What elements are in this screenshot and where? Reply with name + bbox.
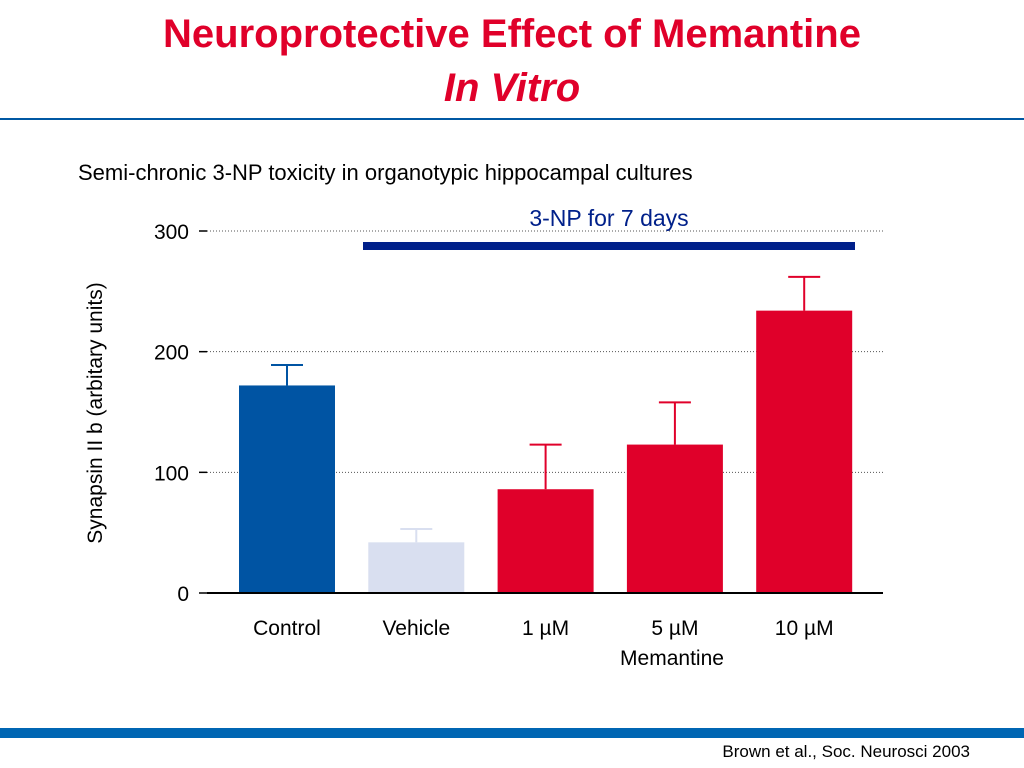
y-tick-label: 0 xyxy=(177,583,189,606)
footer-divider xyxy=(0,728,1024,738)
slide-title-italic: In Vitro xyxy=(443,66,581,110)
x-tick-label: 10 µM xyxy=(775,617,834,640)
citation: Brown et al., Soc. Neurosci 2003 xyxy=(722,742,970,761)
x-tick-label: 5 µM xyxy=(651,617,698,640)
y-tick-label: 300 xyxy=(154,221,189,244)
bar-3 xyxy=(626,444,723,593)
axes: 0 100 200 300 Control Vehicle 1 µM 5 µM 10 µM xyxy=(154,221,883,640)
bar-0 xyxy=(239,385,335,593)
x-tick-label: Vehicle xyxy=(382,617,450,640)
bar-2 xyxy=(497,489,594,593)
bar-chart: 0 100 200 300 Control Vehicle 1 µM 5 µM 10 µM Sy… xyxy=(84,205,883,670)
chart-subtitle: Semi-chronic 3-NP toxicity in organotypi… xyxy=(78,160,693,185)
slide-title: Neuroprotective Effect of Memantine xyxy=(163,12,861,56)
bars xyxy=(239,275,853,593)
title-divider xyxy=(0,118,1024,120)
bar-4 xyxy=(756,310,853,593)
treatment-label: 3-NP for 7 days xyxy=(529,205,688,231)
x-tick-label: 1 µM xyxy=(522,617,569,640)
y-tick-label: 200 xyxy=(154,342,189,365)
y-axis-label: Synapsin II b (arbitary units) xyxy=(84,282,107,543)
x-tick-label: Control xyxy=(253,617,321,640)
treatment-bar xyxy=(363,242,855,250)
y-tick-label: 100 xyxy=(154,462,189,485)
group-label-memantine: Memantine xyxy=(620,647,724,670)
bar-1 xyxy=(368,542,465,593)
